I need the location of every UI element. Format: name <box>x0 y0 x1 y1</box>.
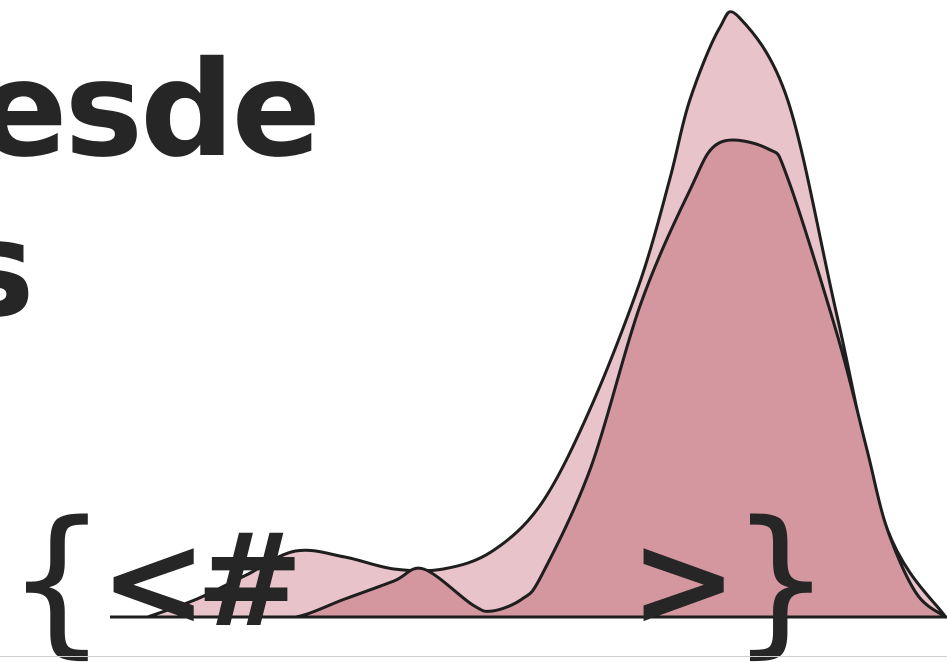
headline-line-1: esde <box>0 33 321 187</box>
density-line-1 <box>146 10 947 619</box>
density-line-2 <box>146 138 947 619</box>
right-angle-glyph: > <box>630 507 738 656</box>
density-area-2 <box>147 140 946 617</box>
hash-glyph: # <box>196 507 304 656</box>
right-brace-glyph: } <box>730 486 832 662</box>
bottom-rule <box>0 656 947 657</box>
left-angle-glyph: < <box>100 507 208 656</box>
left-brace-glyph: { <box>6 486 108 662</box>
headline-line-2: s <box>0 204 35 336</box>
